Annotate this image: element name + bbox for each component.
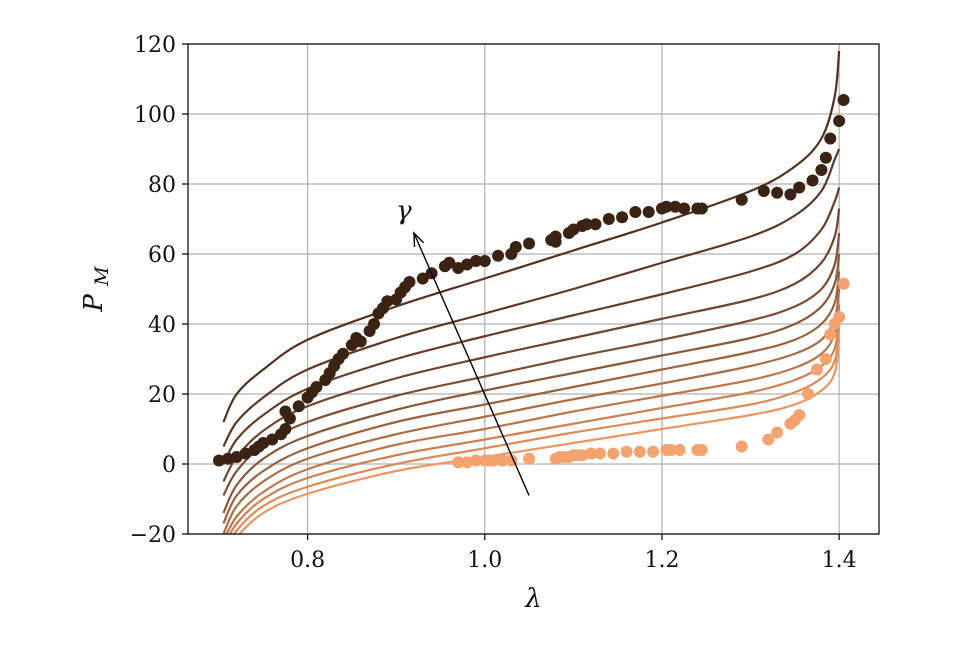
data-point-series-2 [771,426,784,439]
data-point-series-2 [469,454,482,467]
data-point-series-1 [292,400,305,413]
model-curve-2 [222,148,841,448]
data-point-series-2 [607,447,620,460]
data-point-series-2 [810,363,823,376]
data-point-series-2 [735,440,748,453]
data-point-series-1 [509,241,522,253]
y-tick-label: 100 [134,103,176,128]
data-point-series-2 [673,444,686,456]
data-point-series-1 [642,206,655,218]
data-point-series-1 [403,276,416,288]
data-point-series-2 [762,433,775,446]
y-axis-label-main: P [79,294,109,313]
data-point-series-2 [647,445,660,458]
data-point-series-2 [824,328,837,341]
data-point-series-2 [487,454,500,467]
data-point-series-2 [585,447,598,460]
data-point-series-1 [266,433,279,446]
data-point-series-1 [469,255,482,267]
model-curve-8 [222,288,841,534]
data-point-series-1 [815,164,828,176]
y-tick-label: 80 [148,173,176,198]
data-point-series-1 [833,115,846,127]
model-curve-4 [222,208,841,483]
gamma-annotation-label: γ [396,196,412,226]
data-point-series-1 [279,405,292,418]
data-point-series-1 [695,202,708,215]
data-point-series-1 [279,423,292,435]
data-point-series-1 [819,151,832,164]
y-axis-label: P M [79,266,113,313]
data-point-series-1 [416,272,429,285]
data-point-series-2 [523,452,536,465]
data-point-series-2 [452,456,465,469]
data-point-series-1 [784,188,797,201]
data-point-series-1 [616,211,629,224]
data-point-series-1 [589,218,602,231]
data-point-series-2 [793,409,806,421]
data-point-series-2 [695,444,708,456]
data-point-series-1 [368,318,381,330]
y-tick-label: 40 [148,313,176,338]
model-curve-12 [238,337,841,534]
model-curve-7 [222,271,841,524]
data-point-series-1 [523,237,536,250]
ticks-layer: 0.8 1.0 1.2 1.4 −20 0 20 40 60 80 100 120 [130,33,857,573]
y-axis-label-subscript: M [91,266,113,287]
y-tick-label: −20 [130,523,176,548]
scatter-points-layer [213,94,850,469]
x-tick-label: 0.8 [290,548,325,573]
x-tick-label: 1.4 [822,548,857,573]
data-point-series-1 [629,206,642,218]
model-curve-9 [225,304,841,534]
data-point-series-1 [824,132,837,145]
plot-frame [187,43,880,535]
annotation-arrow-head [413,231,425,247]
y-tick-label: 0 [162,453,176,478]
y-tick-label: 20 [148,383,176,408]
model-curve-11 [232,327,841,534]
data-point-series-2 [620,445,633,458]
data-point-series-1 [602,213,615,225]
data-point-series-1 [837,94,850,106]
data-point-series-2 [819,353,832,365]
data-point-series-2 [802,388,815,400]
data-point-series-1 [478,255,491,267]
data-point-series-1 [549,230,562,243]
data-point-series-2 [664,444,677,456]
data-point-series-1 [337,347,350,360]
data-point-series-1 [660,200,673,213]
data-point-series-2 [496,454,509,467]
data-point-series-2 [633,445,646,458]
model-curve-1 [222,50,841,423]
data-point-series-1 [310,381,323,393]
data-point-series-1 [793,181,806,194]
x-tick-label: 1.2 [644,548,679,573]
y-tick-label: 60 [148,243,176,268]
data-point-series-1 [678,202,691,215]
data-point-series-2 [837,277,850,290]
y-tick-label: 120 [134,33,176,58]
data-point-series-2 [833,311,846,323]
data-point-series-1 [757,185,770,197]
data-point-series-1 [443,256,456,269]
annotation-arrow-shaft [413,232,530,496]
data-point-series-2 [593,447,606,460]
annotation-arrow-layer [413,231,530,496]
model-curve-3 [222,187,841,465]
data-point-series-1 [580,218,593,231]
data-point-series-1 [735,193,748,206]
model-curves-layer [222,50,841,534]
data-point-series-1 [806,174,819,187]
data-point-series-1 [492,249,505,262]
x-tick-label: 1.0 [467,548,502,573]
x-axis-label: λ [524,584,541,614]
data-point-series-1 [354,335,367,348]
data-point-series-1 [771,186,784,199]
model-curve-6 [222,253,841,514]
